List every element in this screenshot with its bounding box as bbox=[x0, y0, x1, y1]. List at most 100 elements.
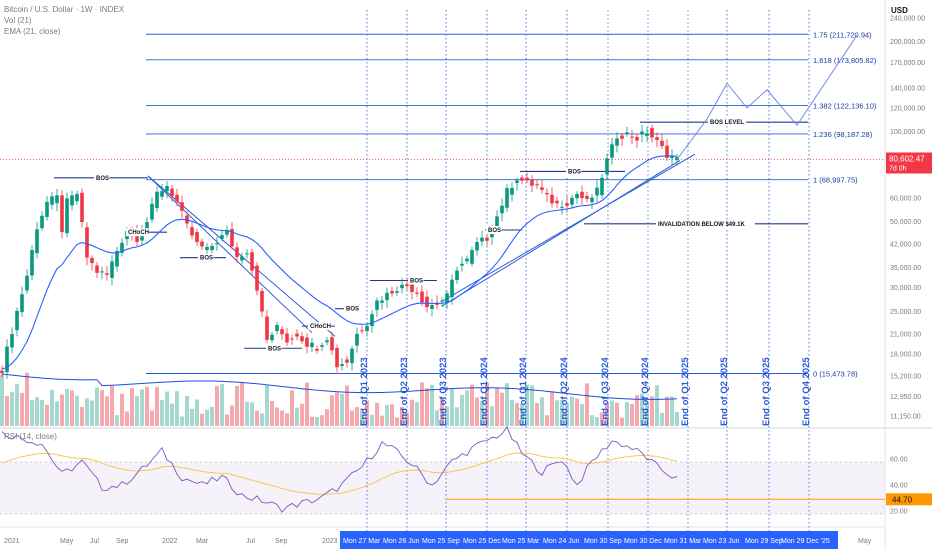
candle-body bbox=[585, 195, 589, 199]
candle-body bbox=[545, 192, 549, 195]
candle-body bbox=[575, 193, 579, 199]
volume-bar bbox=[440, 398, 444, 426]
price-axis-tick: 25,000.00 bbox=[890, 309, 921, 316]
candle-body bbox=[10, 334, 14, 348]
candle-body bbox=[255, 265, 259, 291]
quarter-date: Mon 23 Jun bbox=[703, 538, 740, 545]
quarter-date: Mon 30 Sep bbox=[584, 538, 622, 545]
candle-body bbox=[285, 333, 289, 343]
volume-bar bbox=[550, 391, 554, 426]
volume-bar bbox=[670, 396, 674, 426]
candle-body bbox=[35, 229, 39, 254]
volume-bar bbox=[645, 401, 649, 426]
structure-annotation: BOS bbox=[488, 228, 501, 234]
annotation-bg bbox=[408, 276, 424, 285]
candle-body bbox=[550, 194, 554, 204]
fib-level-label: 1.618 (173,805.82) bbox=[813, 56, 877, 65]
volume-bar bbox=[620, 417, 624, 426]
volume-bar bbox=[425, 388, 429, 426]
price-axis-tick: 60,000.00 bbox=[890, 195, 921, 202]
price-axis-tick: 140,000.00 bbox=[890, 85, 925, 92]
volume-bar bbox=[175, 391, 179, 426]
volume-bar bbox=[255, 410, 259, 426]
volume-bar bbox=[435, 410, 439, 426]
time-axis-label: Sep bbox=[275, 538, 288, 545]
symbol-title[interactable]: Bitcoin / U.S. Dollar · 1W · INDEX bbox=[4, 5, 125, 14]
annotation-bg bbox=[198, 253, 214, 262]
structure-annotation: CHoCH bbox=[128, 230, 149, 236]
volume-bar bbox=[415, 402, 419, 426]
volume-bar bbox=[40, 399, 44, 426]
volume-bar bbox=[100, 390, 104, 426]
volume-bar bbox=[235, 386, 239, 426]
price-axis-tick: 35,000.00 bbox=[890, 265, 921, 272]
volume-bar bbox=[245, 401, 249, 426]
volume-bar bbox=[400, 406, 404, 426]
structure-annotation: BOS bbox=[346, 307, 359, 313]
volume-bar bbox=[590, 415, 594, 426]
volume-bar bbox=[190, 408, 194, 426]
candle-body bbox=[460, 263, 464, 266]
candle-body bbox=[500, 205, 504, 214]
candle-body bbox=[535, 184, 539, 186]
volume-bar bbox=[495, 388, 499, 426]
candle-body bbox=[445, 293, 449, 303]
volume-bar bbox=[375, 402, 379, 426]
candle-body bbox=[465, 258, 469, 262]
volume-bar bbox=[225, 414, 229, 426]
price-axis-tick: 30,000.00 bbox=[890, 285, 921, 292]
fib-level-label: 0 (15,473.78) bbox=[813, 370, 858, 379]
annotation-bg bbox=[344, 304, 360, 313]
candle-body bbox=[55, 195, 59, 204]
candle-body bbox=[245, 253, 249, 255]
candle-body bbox=[570, 197, 574, 205]
candle-body bbox=[260, 290, 264, 312]
volume-bar bbox=[210, 406, 214, 426]
volume-bar bbox=[675, 411, 679, 426]
currency-label[interactable]: USD bbox=[891, 6, 908, 15]
candle-body bbox=[625, 132, 629, 134]
volume-bar bbox=[275, 407, 279, 426]
candle-body bbox=[510, 187, 514, 195]
volume-bar bbox=[315, 416, 319, 426]
volume-bar bbox=[215, 385, 219, 426]
candle-body bbox=[305, 337, 309, 347]
volume-indicator-label[interactable]: Vol (21) bbox=[4, 16, 32, 25]
candle-body bbox=[525, 177, 529, 181]
candle-body bbox=[390, 290, 394, 294]
structure-annotation: BOS bbox=[268, 346, 281, 352]
volume-bar bbox=[195, 399, 199, 426]
volume-bar bbox=[70, 390, 74, 426]
ema-indicator-label[interactable]: EMA (21, close) bbox=[4, 27, 61, 36]
candle-body bbox=[170, 188, 174, 197]
structure-annotation: BOS bbox=[410, 279, 423, 285]
price-badge-value: 80,602.47 bbox=[889, 154, 925, 163]
rsi-band bbox=[0, 462, 885, 514]
price-axis-tick: 15,200.00 bbox=[890, 373, 921, 380]
candle-body bbox=[530, 180, 534, 186]
volume-bar bbox=[505, 383, 509, 426]
candle-body bbox=[660, 140, 664, 147]
rsi-legend[interactable]: RSI (14, close) bbox=[4, 432, 57, 441]
annotation-bg bbox=[656, 219, 755, 228]
volume-bar bbox=[320, 415, 324, 426]
candle-body bbox=[360, 330, 364, 332]
volume-bar bbox=[50, 389, 54, 426]
candle-body bbox=[180, 202, 184, 211]
candle-body bbox=[480, 237, 484, 242]
annotation-bg bbox=[308, 322, 331, 331]
volume-bar bbox=[395, 417, 399, 426]
candle-body bbox=[45, 201, 49, 217]
volume-bar bbox=[510, 399, 514, 426]
volume-bar bbox=[660, 412, 664, 426]
fib-level-label: 1.236 (98,187.28) bbox=[813, 130, 873, 139]
volume-bar bbox=[465, 390, 469, 426]
rsi-axis-tick: 40.00 bbox=[890, 483, 908, 490]
candle-body bbox=[315, 348, 319, 351]
candle-body bbox=[165, 186, 169, 192]
candle-body bbox=[610, 144, 614, 158]
volume-bar bbox=[180, 416, 184, 426]
volume-bar bbox=[475, 397, 479, 426]
quarter-label: End of Q4 2024 bbox=[640, 357, 651, 426]
